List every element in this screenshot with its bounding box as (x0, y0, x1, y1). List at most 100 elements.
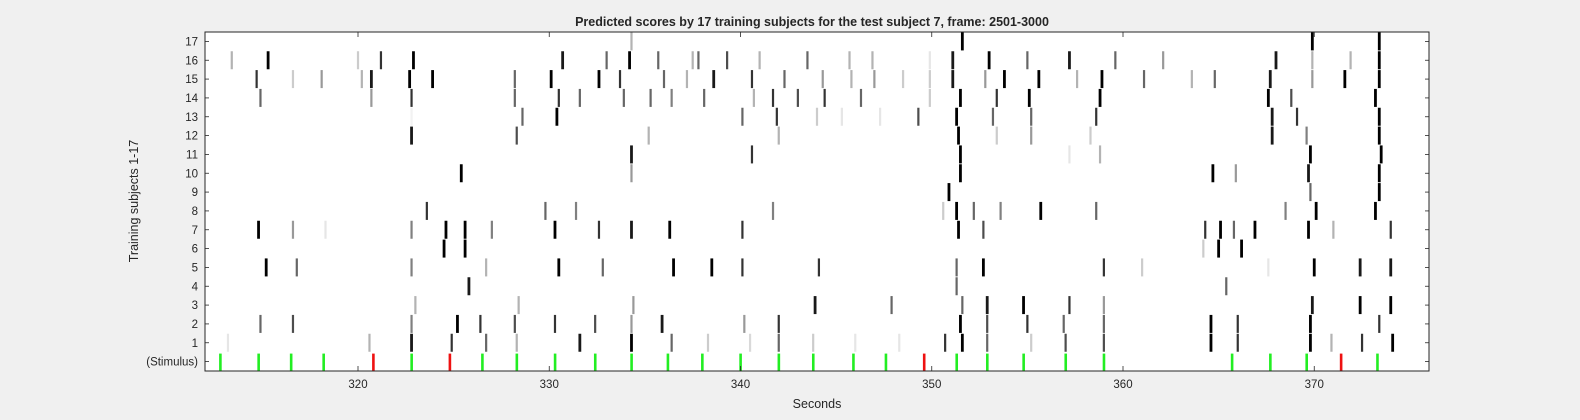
y-tick-label: 7 (192, 225, 198, 237)
score-mark-subject-15 (255, 70, 258, 89)
score-mark-subject-13 (815, 107, 819, 126)
score-mark-subject-3 (985, 296, 989, 315)
score-mark-subject-7 (257, 220, 260, 239)
score-mark-subject-8 (1374, 201, 1377, 220)
score-mark-subject-1 (578, 333, 582, 352)
y-tick-label: 16 (185, 55, 198, 67)
score-mark-subject-13 (955, 107, 959, 126)
score-mark-subject-7 (1253, 220, 1257, 239)
score-mark-subject-7 (1204, 220, 1207, 239)
score-mark-subject-1 (1309, 333, 1312, 352)
score-mark-subject-8 (544, 201, 547, 220)
y-tick-label: 11 (186, 149, 198, 161)
score-mark-subject-5 (955, 258, 958, 277)
stimulus-mark-correct (1022, 353, 1025, 371)
score-mark-subject-15 (783, 70, 786, 89)
score-mark-subject-10 (459, 164, 463, 183)
score-mark-subject-16 (356, 51, 360, 70)
stimulus-mark-error (922, 353, 926, 371)
score-mark-subject-14 (928, 88, 931, 107)
x-tick-label: 330 (540, 379, 559, 391)
score-mark-subject-3 (1358, 296, 1362, 315)
score-mark-subject-15 (850, 70, 853, 89)
score-mark-subject-16 (697, 51, 700, 70)
score-mark-subject-16 (871, 51, 874, 70)
stimulus-mark-correct (1230, 353, 1234, 371)
score-mark-subject-15 (369, 70, 373, 89)
score-mark-subject-15 (662, 70, 666, 89)
score-mark-subject-1 (485, 333, 488, 352)
score-mark-subject-5 (1267, 258, 1270, 277)
score-mark-subject-3 (517, 296, 520, 315)
score-mark-subject-8 (1314, 201, 1318, 220)
score-mark-subject-16 (412, 51, 415, 70)
y-tick-label: 14 (185, 93, 198, 105)
score-mark-subject-2 (553, 314, 557, 333)
score-mark-subject-13 (521, 107, 524, 126)
score-mark-subject-5 (1312, 258, 1316, 277)
stimulus-mark-correct (955, 353, 959, 371)
score-mark-subject-5 (1358, 258, 1362, 277)
score-mark-subject-2 (743, 314, 746, 333)
y-tick-label: 2 (192, 319, 198, 331)
score-mark-subject-14 (995, 88, 998, 107)
score-mark-subject-15 (1076, 70, 1079, 89)
stimulus-mark-correct (593, 353, 597, 371)
score-mark-subject-13 (1377, 107, 1381, 126)
stimulus-mark-correct (986, 353, 989, 371)
score-mark-subject-16 (1114, 51, 1117, 70)
score-mark-subject-2 (986, 314, 989, 333)
score-mark-subject-1 (1030, 333, 1033, 352)
score-mark-subject-15 (901, 70, 905, 89)
score-mark-subject-3 (890, 296, 893, 315)
score-mark-subject-14 (771, 88, 775, 107)
score-mark-subject-13 (991, 107, 995, 126)
score-mark-subject-1 (898, 333, 901, 352)
score-mark-subject-5 (601, 258, 604, 277)
stimulus-mark-correct (257, 353, 260, 371)
score-mark-subject-1 (960, 333, 964, 352)
y-tick-label: 17 (185, 36, 198, 48)
x-axis: 320 330 340 350 360 370 (348, 32, 1324, 391)
score-mark-subject-13 (741, 107, 744, 126)
score-mark-subject-8 (942, 201, 945, 220)
score-mark-subject-2 (777, 314, 780, 333)
score-mark-subject-16 (1274, 51, 1278, 70)
score-mark-subject-1 (670, 333, 673, 352)
score-mark-subject-8 (574, 201, 578, 220)
score-mark-subject-2 (1209, 314, 1213, 333)
score-mark-subject-7 (957, 220, 960, 239)
score-mark-subject-6 (1240, 239, 1243, 258)
score-mark-subject-16 (1026, 51, 1029, 70)
score-mark-subject-13 (879, 107, 882, 126)
score-mark-subject-3 (1102, 296, 1105, 315)
score-mark-subject-2 (1062, 314, 1065, 333)
score-mark-subject-1 (812, 333, 815, 352)
score-mark-subject-16 (561, 51, 565, 70)
stimulus-mark-error (448, 353, 452, 371)
stimulus-mark-correct (1376, 353, 1379, 371)
score-mark-subject-9 (947, 183, 951, 202)
score-mark-subject-14 (1290, 88, 1293, 107)
score-mark-subject-17 (1377, 32, 1381, 51)
score-mark-subject-7 (324, 220, 327, 239)
y-tick-label: 8 (192, 206, 198, 218)
score-mark-subject-15 (1142, 70, 1146, 89)
score-mark-subject-3 (1310, 296, 1314, 315)
score-mark-subject-16 (928, 51, 931, 70)
score-mark-subject-6 (1202, 239, 1205, 258)
score-mark-subject-14 (1098, 88, 1102, 107)
score-mark-subject-11 (750, 145, 754, 164)
score-mark-subject-13 (410, 107, 413, 126)
score-mark-subject-2 (1309, 314, 1312, 333)
score-mark-subject-11 (1068, 145, 1071, 164)
score-mark-subject-14 (1266, 88, 1270, 107)
score-mark-subject-14 (410, 88, 413, 107)
stimulus-mark-correct (777, 353, 781, 371)
y-tick-label: 9 (192, 187, 198, 199)
score-mark-subject-1 (1236, 333, 1239, 352)
score-mark-subject-16 (848, 51, 851, 70)
score-mark-subject-14 (622, 88, 625, 107)
stimulus-mark-correct (1064, 353, 1068, 371)
